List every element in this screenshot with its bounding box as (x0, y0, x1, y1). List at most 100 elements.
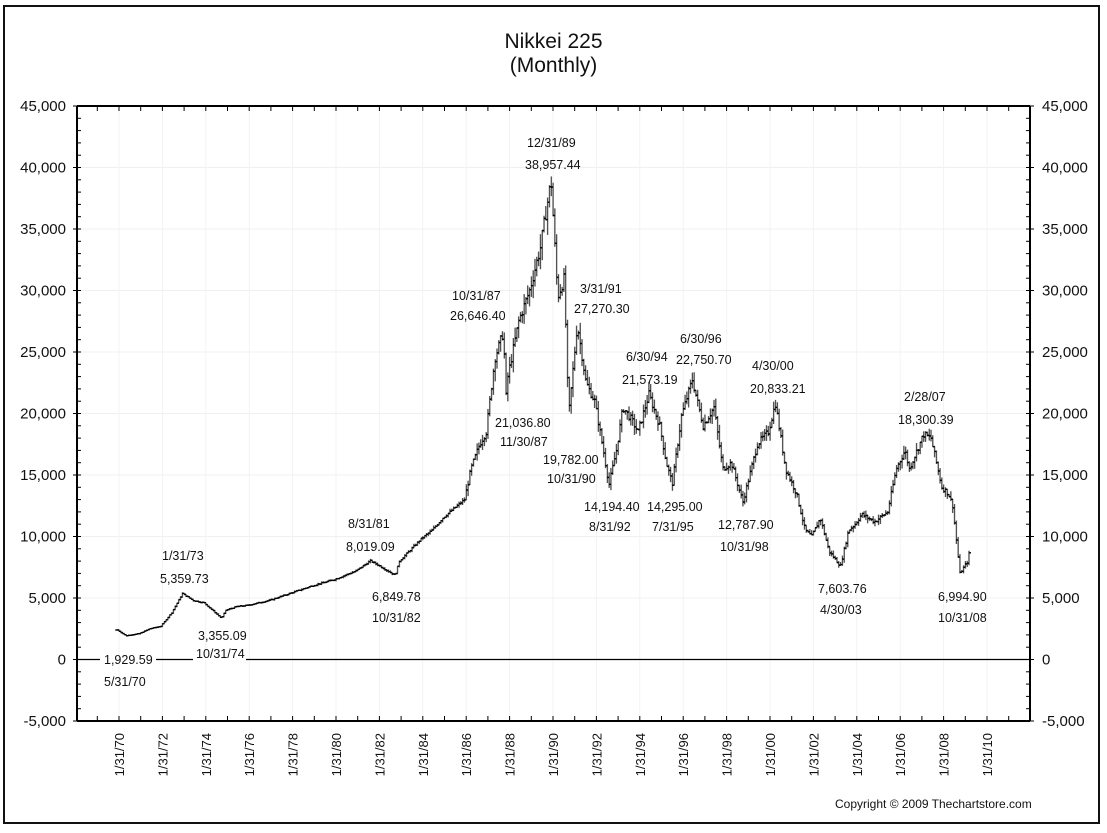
chart-subtitle: (Monthly) (509, 54, 598, 77)
x-tick-label: 1/31/76 (242, 733, 257, 776)
y-tick-label-left: 15,000 (20, 467, 66, 484)
annotation-low-1998: 12,787.90 10/31/98 (718, 518, 774, 554)
annotation-date: 10/31/74 (196, 647, 245, 661)
x-tick-label: 1/31/72 (155, 733, 170, 776)
ohlc-bar (554, 234, 559, 285)
ohlc-bar (966, 550, 971, 566)
annotation-value: 27,270.30 (574, 302, 630, 316)
annotation-date: 10/31/08 (938, 611, 987, 625)
x-tick-label: 1/31/98 (720, 733, 735, 776)
annotation-low-1992: 14,194.40 8/31/92 (584, 500, 640, 534)
ohlc-bar (495, 348, 500, 369)
x-tick-label: 1/31/88 (503, 733, 518, 776)
annotation-value: 7,603.76 (818, 582, 867, 596)
x-tick-label: 1/31/80 (329, 733, 344, 776)
annotation-value: 20,833.21 (750, 382, 806, 396)
x-tick-label: 1/31/86 (459, 733, 474, 776)
chart-title: Nikkei 225 (504, 30, 603, 53)
annotation-value: 18,300.39 (898, 413, 954, 427)
annotation-date: 8/31/81 (348, 517, 390, 531)
x-tick-label: 1/31/00 (763, 733, 778, 776)
x-tick-label: 1/31/74 (199, 733, 214, 776)
annotation-low-1995: 14,295.00 7/31/95 (647, 500, 703, 534)
x-tick-label: 1/31/10 (980, 733, 995, 776)
y-tick-label-right: 30,000 (1042, 283, 1088, 300)
y-tick-label-left: 35,000 (20, 221, 66, 238)
y-tick-label-right: 35,000 (1042, 221, 1088, 238)
annotation-date: 10/31/82 (372, 611, 421, 625)
copyright-text: Copyright © 2009 Thechartstore.com (835, 797, 1032, 811)
x-tick-label: 1/31/96 (676, 733, 691, 776)
x-tick-label: 1/31/70 (112, 733, 127, 776)
annotation-high-1987: 10/31/87 26,646.40 (450, 289, 506, 323)
annotation-low-1974: 3,355.09 10/31/74 (196, 629, 247, 661)
x-tick-label: 1/31/02 (806, 733, 821, 776)
annotation-low-1982: 6,849.78 10/31/82 (372, 590, 421, 625)
annotation-low-1970: 1,929.59 5/31/70 (104, 653, 153, 689)
ohlc-bars (115, 176, 971, 637)
y-tick-labels: -5,000 -5,000 0 0 5,000 5,000 10,000 10,000 15,0… (20, 98, 1088, 730)
annotation-peak-1989: 12/31/89 38,957.44 (525, 136, 581, 172)
x-tick-labels: 1/31/70 1/31/72 1/31/74 1/31/76 1/31/78 1/31/… (112, 733, 995, 776)
x-tick-label: 1/31/78 (286, 733, 301, 776)
annotation-value: 21,573.19 (622, 373, 678, 387)
y-tick-label-right: -5,000 (1042, 713, 1085, 730)
annotation-date: 8/31/92 (589, 520, 631, 534)
y-tick-label-left: 40,000 (20, 160, 66, 177)
annotation-date: 1/31/73 (162, 549, 204, 563)
y-tick-label-right: 40,000 (1042, 160, 1088, 177)
annotation-date: 5/31/70 (104, 675, 146, 689)
annotation-date: 3/31/91 (580, 282, 622, 296)
y-tick-label-left: -5,000 (23, 713, 66, 730)
y-tick-label-right: 25,000 (1042, 344, 1088, 361)
annotation-date: 11/30/87 (500, 435, 548, 449)
y-tick-label-right: 15,000 (1042, 467, 1088, 484)
x-tick-label: 1/31/04 (850, 733, 865, 776)
annotation-date: 2/28/07 (904, 390, 946, 404)
x-tick-label: 1/31/82 (372, 733, 387, 776)
annotation-value: 21,036.80 (495, 416, 551, 430)
annotation-date: 7/31/95 (652, 520, 694, 534)
y-tick-label-left: 25,000 (20, 344, 66, 361)
annotation-high-1991: 3/31/91 27,270.30 (574, 282, 630, 316)
x-tick-label: 1/31/08 (937, 733, 952, 776)
annotation-low-2008: 6,994.90 10/31/08 (938, 590, 987, 625)
annotation-date: 4/30/00 (752, 359, 794, 373)
y-tick-label-left: 45,000 (20, 98, 66, 115)
ohlc-bar (395, 565, 400, 575)
annotation-value: 6,994.90 (938, 590, 987, 604)
x-tick-label: 1/31/90 (546, 733, 561, 776)
annotation-high-1973: 1/31/73 5,359.73 (160, 549, 209, 586)
x-tick-label: 1/31/06 (893, 733, 908, 776)
y-tick-label-left: 30,000 (20, 283, 66, 300)
ohlc-bar (551, 182, 556, 217)
y-tick-label-right: 10,000 (1042, 529, 1088, 546)
y-tick-label-right: 0 (1042, 652, 1050, 669)
annotation-value: 26,646.40 (450, 309, 506, 323)
annotation-high-1994: 6/30/94 21,573.19 (622, 350, 678, 387)
annotation-value: 8,019.09 (346, 540, 395, 554)
ohlc-bar (507, 356, 512, 384)
y-tick-label-left: 20,000 (20, 406, 66, 423)
annotation-value: 22,750.70 (676, 353, 732, 367)
annotation-value: 38,957.44 (525, 158, 581, 172)
annotation-value: 6,849.78 (372, 590, 421, 604)
annotation-date: 10/31/90 (547, 472, 596, 486)
annotation-high-1981: 8/31/81 8,019.09 (346, 517, 395, 554)
annotation-high-2007: 2/28/07 18,300.39 (898, 390, 954, 427)
y-tick-label-left: 5,000 (28, 590, 66, 607)
annotation-date: 12/31/89 (527, 136, 576, 150)
annotation-value: 14,295.00 (647, 500, 703, 514)
annotation-value: 14,194.40 (584, 500, 640, 514)
y-tick-label-right: 20,000 (1042, 406, 1088, 423)
annotation-date: 4/30/03 (820, 603, 862, 617)
annotation-date: 10/31/98 (720, 540, 769, 554)
annotation-date: 10/31/87 (452, 289, 501, 303)
y-tick-label-right: 45,000 (1042, 98, 1088, 115)
x-tick-label: 1/31/92 (589, 733, 604, 776)
annotation-value: 12,787.90 (718, 518, 774, 532)
annotation-low-1990: 19,782.00 10/31/90 (543, 453, 599, 486)
annotation-high-2000: 4/30/00 20,833.21 (750, 359, 806, 396)
annotation-low-2003: 7,603.76 4/30/03 (818, 582, 867, 617)
